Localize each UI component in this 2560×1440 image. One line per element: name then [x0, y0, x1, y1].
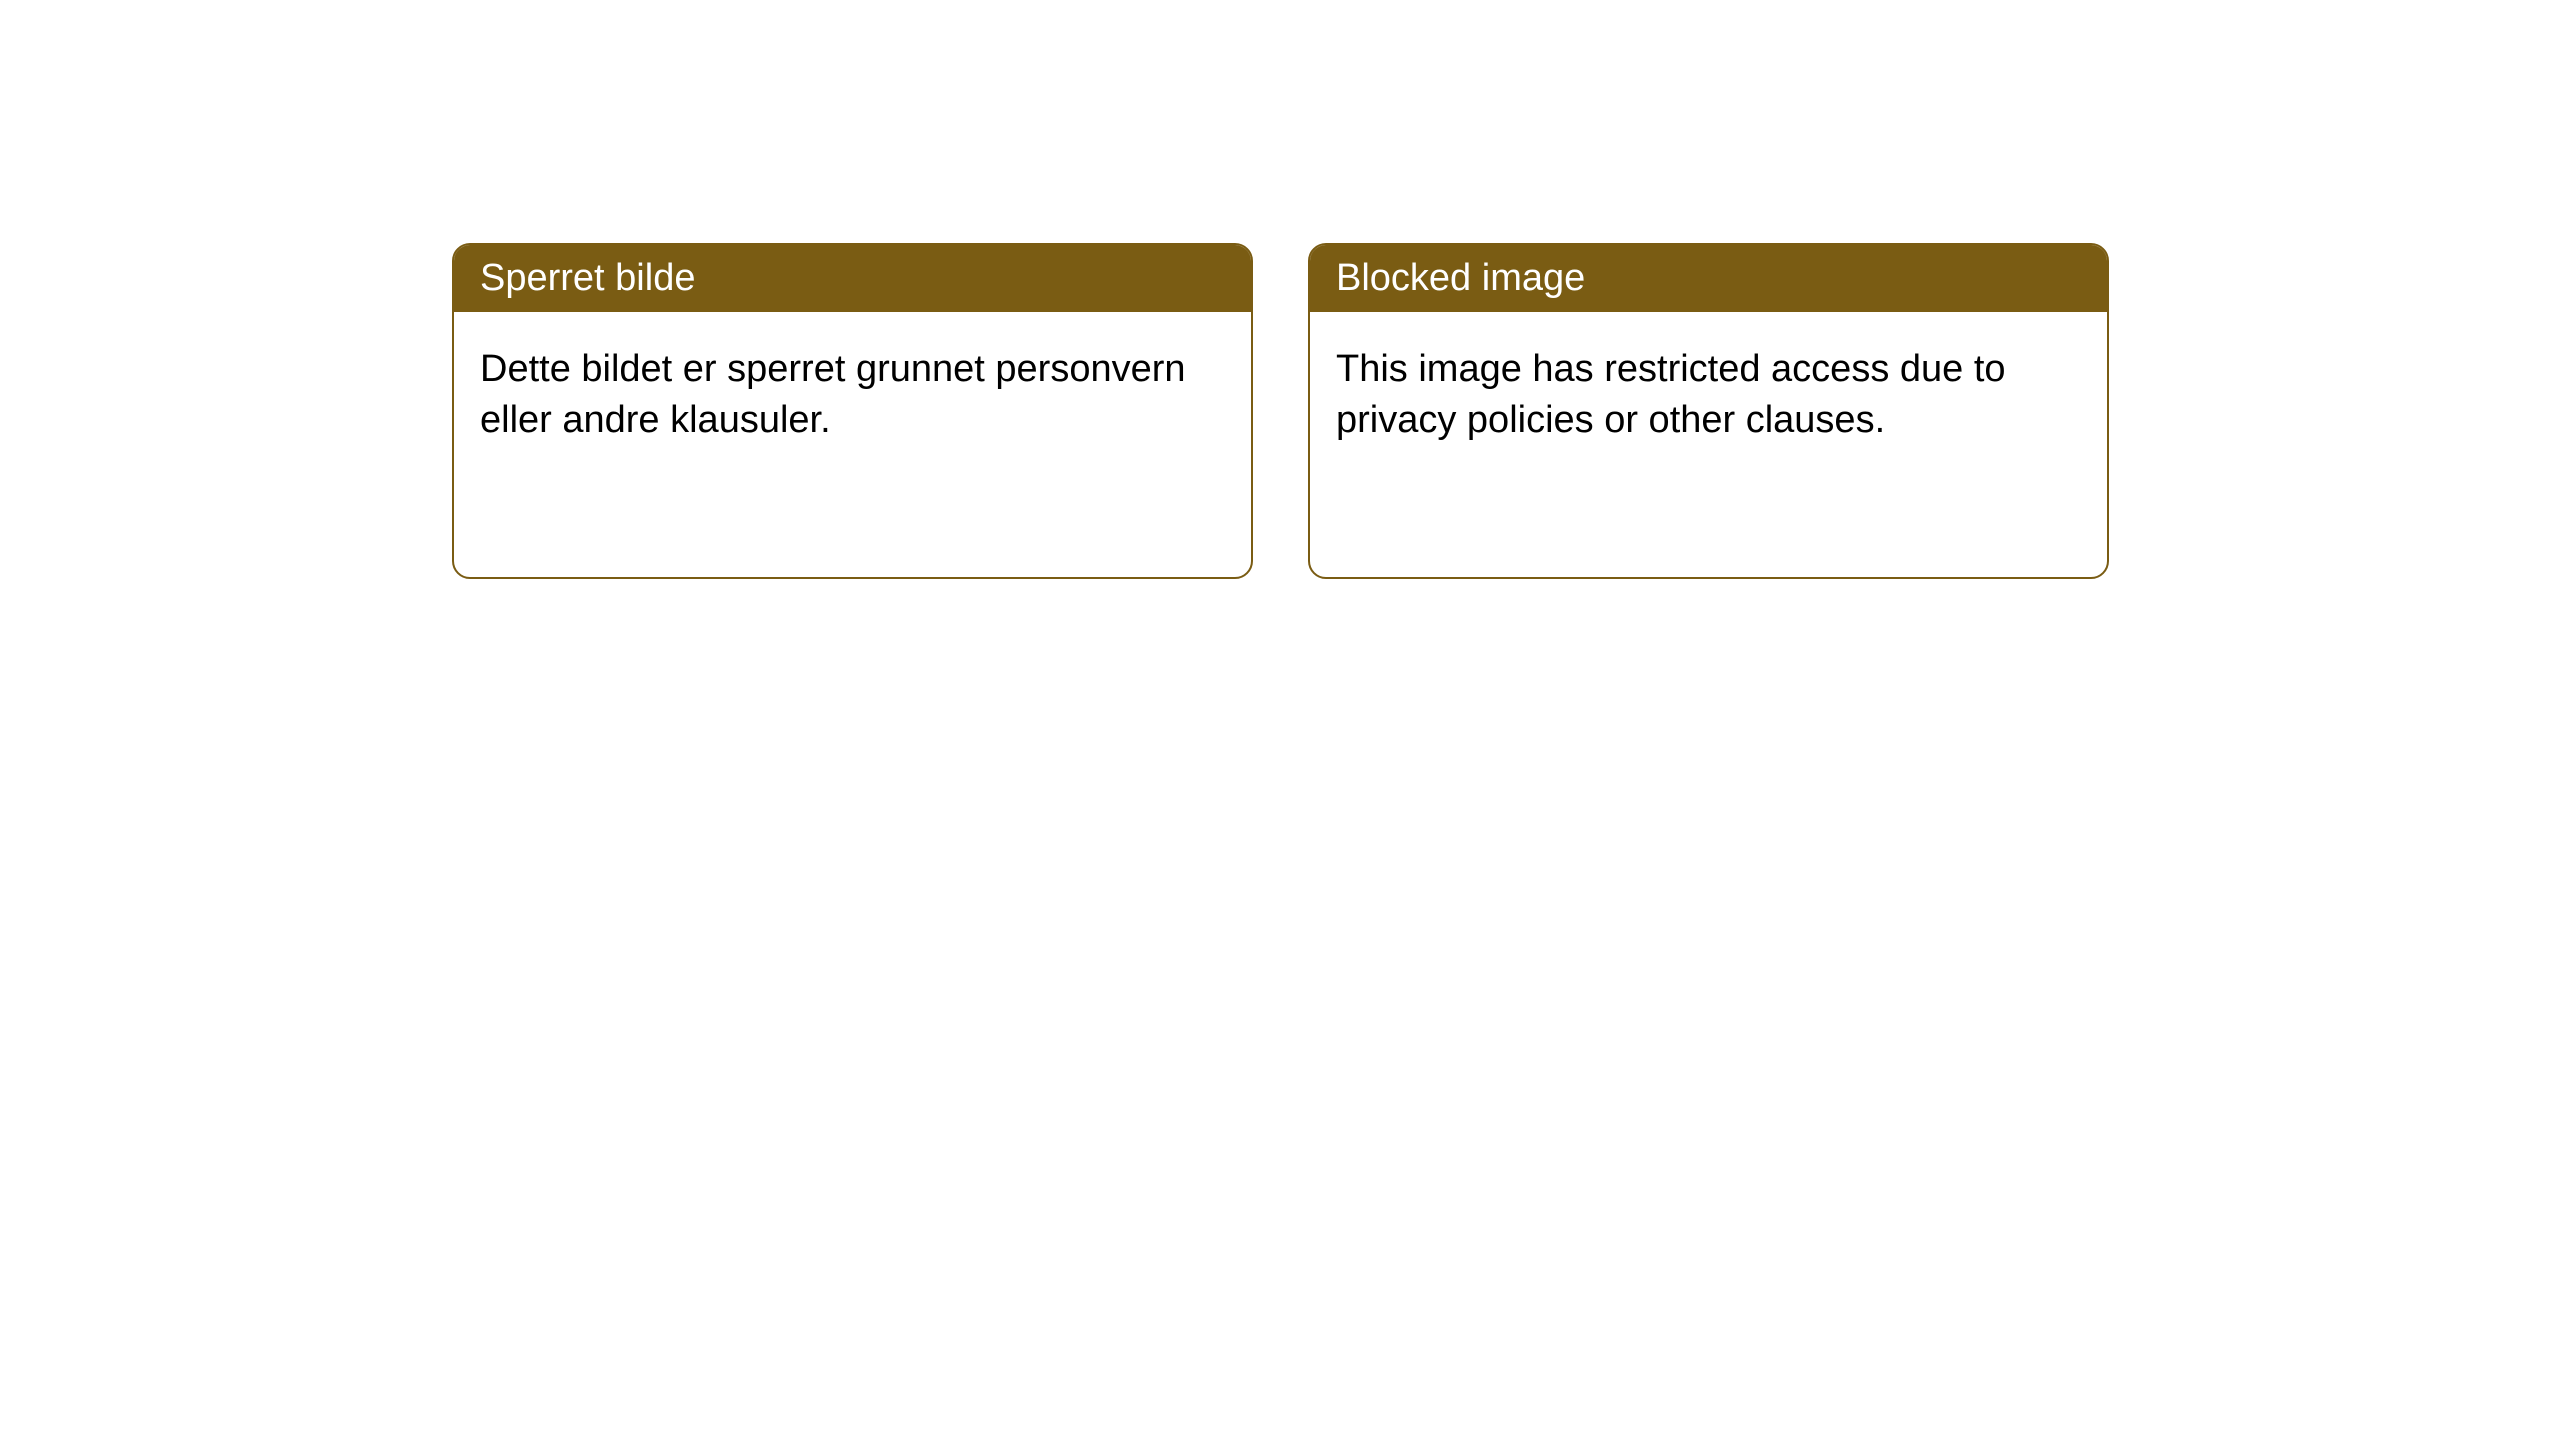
notice-card-header: Sperret bilde	[454, 245, 1251, 312]
notice-card-title: Blocked image	[1336, 257, 1585, 299]
notice-card-english: Blocked image This image has restricted …	[1308, 243, 2109, 579]
notice-card-body: Dette bildet er sperret grunnet personve…	[454, 312, 1251, 479]
notice-card-norwegian: Sperret bilde Dette bildet er sperret gr…	[452, 243, 1253, 579]
notice-cards-container: Sperret bilde Dette bildet er sperret gr…	[452, 243, 2560, 579]
notice-card-body-text: This image has restricted access due to …	[1336, 348, 2006, 441]
notice-card-body: This image has restricted access due to …	[1310, 312, 2107, 479]
notice-card-title: Sperret bilde	[480, 257, 695, 299]
notice-card-body-text: Dette bildet er sperret grunnet personve…	[480, 348, 1186, 441]
notice-card-header: Blocked image	[1310, 245, 2107, 312]
